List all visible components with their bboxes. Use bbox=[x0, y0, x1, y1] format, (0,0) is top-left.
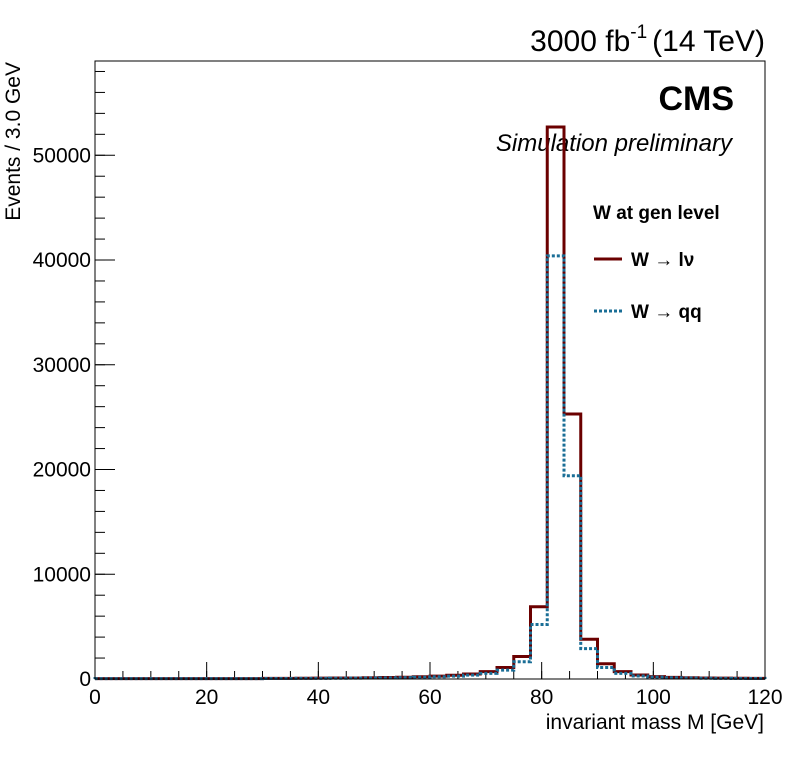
y-axis-title: Events / 3.0 GeV bbox=[2, 62, 25, 221]
luminosity-label: 3000 fb-1 (14 TeV) bbox=[530, 22, 765, 58]
x-tick-label: 0 bbox=[89, 686, 101, 709]
luminosity-value: 3000 fb bbox=[530, 25, 630, 58]
luminosity-energy: (14 TeV) bbox=[652, 25, 765, 58]
x-tick-label: 60 bbox=[418, 686, 441, 709]
simulation-subtitle: Simulation preliminary bbox=[496, 130, 734, 157]
legend-header: W at gen level bbox=[593, 203, 720, 224]
y-tick-label: 10000 bbox=[33, 563, 91, 586]
plot-frame bbox=[94, 60, 766, 680]
legend: W at gen level W → lν W → qq bbox=[593, 203, 720, 323]
y-tick-label: 20000 bbox=[33, 459, 91, 482]
x-tick-label: 80 bbox=[530, 686, 553, 709]
x-axis-title: invariant mass M [GeV] bbox=[546, 711, 764, 734]
svg-text:3000 fb-1(14 TeV): 3000 fb-1 (14 TeV) bbox=[530, 22, 765, 58]
y-tick-label: 30000 bbox=[33, 354, 91, 377]
axes: 0 20 40 60 80 100 120 0 10000 20000 30000 40000 5000… bbox=[33, 70, 783, 709]
x-tick-label: 40 bbox=[307, 686, 330, 709]
y-tick-label: 50000 bbox=[33, 144, 91, 167]
legend-label-w-to-lnu: W → lν bbox=[631, 250, 694, 271]
luminosity-exponent: -1 bbox=[630, 22, 647, 43]
legend-label-w-to-qq: W → qq bbox=[631, 302, 702, 323]
x-tick-label: 20 bbox=[195, 686, 218, 709]
y-tick-label: 0 bbox=[79, 668, 91, 691]
cms-label: CMS bbox=[658, 80, 734, 118]
y-tick-label: 40000 bbox=[33, 249, 91, 272]
x-tick-label: 100 bbox=[636, 686, 671, 709]
x-tick-label: 120 bbox=[747, 686, 782, 709]
